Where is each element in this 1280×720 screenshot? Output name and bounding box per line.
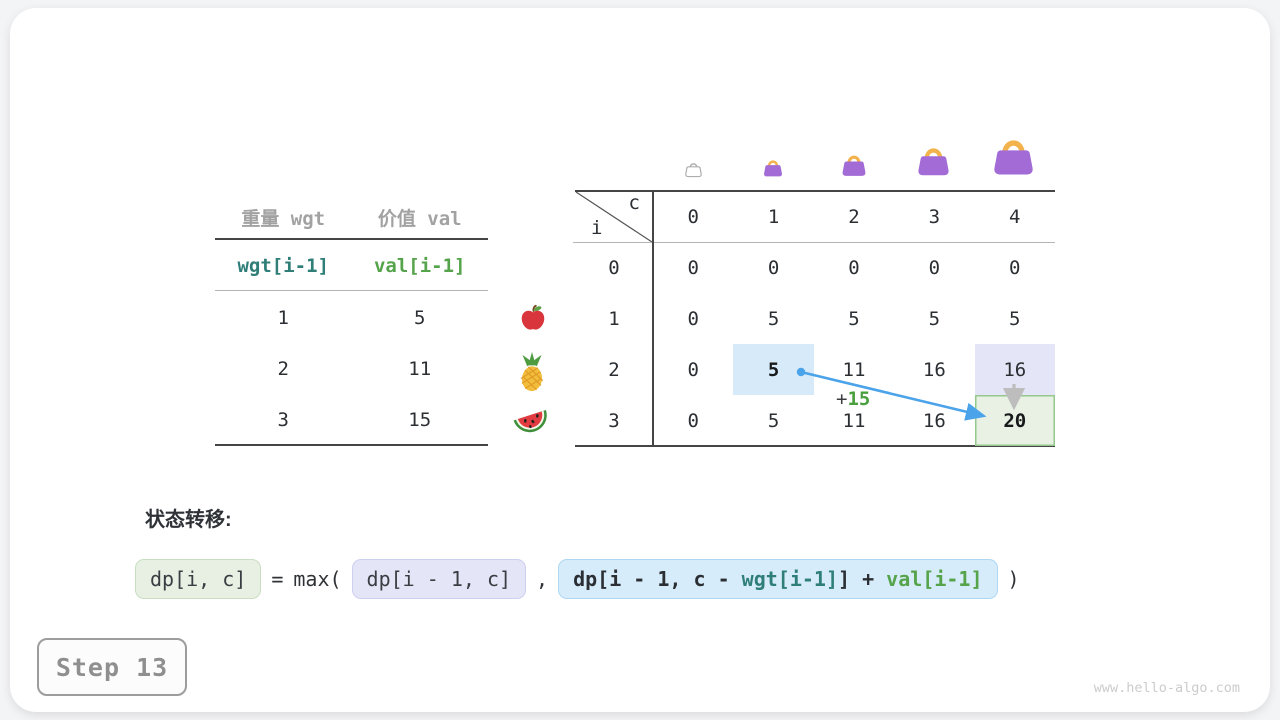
dp-cell: 0 — [848, 256, 860, 279]
item1-weight: 1 — [277, 306, 289, 329]
col-var-label: c — [628, 192, 640, 214]
bag-empty-icon — [684, 159, 703, 178]
arg2-plus: + — [850, 567, 887, 591]
items-table-header-row: 重量 wgt 价值 val — [215, 196, 488, 238]
dp-cell: 5 — [767, 307, 780, 330]
dp-col-header: 0 — [687, 205, 699, 228]
item2-weight: 2 — [277, 357, 289, 380]
dp-cell: 0 — [687, 358, 699, 381]
bag-size3-icon — [915, 141, 952, 178]
arg2-prefix: dp[i - 1, c - — [573, 567, 742, 591]
dp-cell: 5 — [848, 307, 860, 330]
pineapple-icon — [513, 351, 551, 393]
dp-cell-compare-highlight: 16 — [974, 344, 1055, 395]
plus-sign: + — [836, 388, 848, 410]
dp-cell-source-highlight: 5 — [733, 344, 814, 395]
dp-cell: 0 — [928, 256, 941, 279]
arg2-bracket: ] — [838, 567, 851, 591]
equals-sign: = — [271, 567, 284, 591]
dp-row-header: 1 — [608, 307, 620, 330]
formula-lhs-box: dp[i, c] — [135, 559, 262, 599]
watermark: www.hello-algo.com — [1093, 680, 1240, 696]
items-table-header-value: 价值 val — [377, 207, 462, 230]
val-var-label: val[i-1] — [373, 254, 466, 277]
item3-value: 15 — [408, 408, 432, 431]
dp-cell: 5 — [928, 307, 941, 330]
max-open: max( — [293, 567, 342, 591]
item1-value: 5 — [414, 306, 426, 329]
dp-cell: 5 — [767, 409, 780, 432]
dp-cell: 5 — [1009, 307, 1021, 330]
dp-cell: 0 — [687, 307, 699, 330]
items-table-divider-top — [215, 238, 488, 240]
apple-icon — [518, 303, 548, 333]
dp-row-header: 3 — [608, 409, 620, 432]
dp-cell: 16 — [922, 409, 946, 432]
bag-size1-icon — [762, 156, 784, 178]
items-table-row-3: 3 15 — [215, 394, 488, 445]
bag-size4-icon — [990, 131, 1037, 178]
item3-weight: 3 — [277, 408, 289, 431]
dp-cell: 0 — [687, 256, 699, 279]
dp-col-header: 1 — [767, 205, 780, 228]
dp-table-bottom-border — [575, 445, 1055, 447]
step-badge: Step 13 — [37, 638, 187, 696]
dp-col-header: 3 — [928, 205, 941, 228]
items-table-divider-mid — [215, 290, 488, 291]
bag-size2-icon — [840, 150, 868, 178]
dp-corner-cell: c i — [575, 191, 653, 242]
dp-cell: 16 — [922, 358, 946, 381]
close-paren: ) — [1007, 567, 1020, 591]
item2-value: 11 — [408, 357, 432, 380]
items-table-header-weight: 重量 wgt — [241, 207, 326, 230]
wgt-var-label: wgt[i-1] — [237, 254, 329, 277]
dp-cell: 0 — [1009, 256, 1021, 279]
dp-table: c i 0 1 2 3 4 0 0 0 0 0 0 1 0 5 5 5 5 2 … — [575, 191, 1055, 446]
arg2-val-term: val[i-1] — [886, 567, 983, 591]
dp-table-top-border — [575, 190, 1055, 192]
dp-col-header: 2 — [848, 205, 860, 228]
items-table-row-2: 2 11 — [215, 343, 488, 394]
added-value: 15 — [847, 388, 871, 410]
transition-formula: dp[i, c] = max( dp[i - 1, c] , dp[i - 1,… — [135, 558, 1020, 600]
comma: , — [536, 567, 549, 591]
row-var-label: i — [591, 217, 603, 239]
dp-table-header-divider — [573, 242, 1055, 243]
dp-cell-result-highlight: 20 — [974, 395, 1055, 446]
dp-cell: 0 — [687, 409, 699, 432]
formula-arg2-box: dp[i - 1, c - wgt[i-1]] + val[i-1] — [558, 559, 998, 599]
items-table-divider-bottom — [215, 444, 488, 446]
transition-title: 状态转移: — [145, 509, 232, 531]
arg2-wgt-term: wgt[i-1] — [741, 567, 838, 591]
formula-arg1-box: dp[i - 1, c] — [351, 559, 527, 599]
plus-value-annotation: +15 — [836, 388, 870, 410]
dp-col-header: 4 — [1009, 205, 1021, 228]
items-table-row-1: 1 5 — [215, 292, 488, 343]
dp-row-header: 2 — [608, 358, 620, 381]
dp-cell: 0 — [767, 256, 780, 279]
dp-table-vertical-divider — [652, 190, 654, 447]
watermelon-icon — [511, 405, 551, 441]
items-table-var-row: wgt[i-1] val[i-1] — [215, 241, 488, 290]
dp-row-header: 0 — [608, 256, 620, 279]
